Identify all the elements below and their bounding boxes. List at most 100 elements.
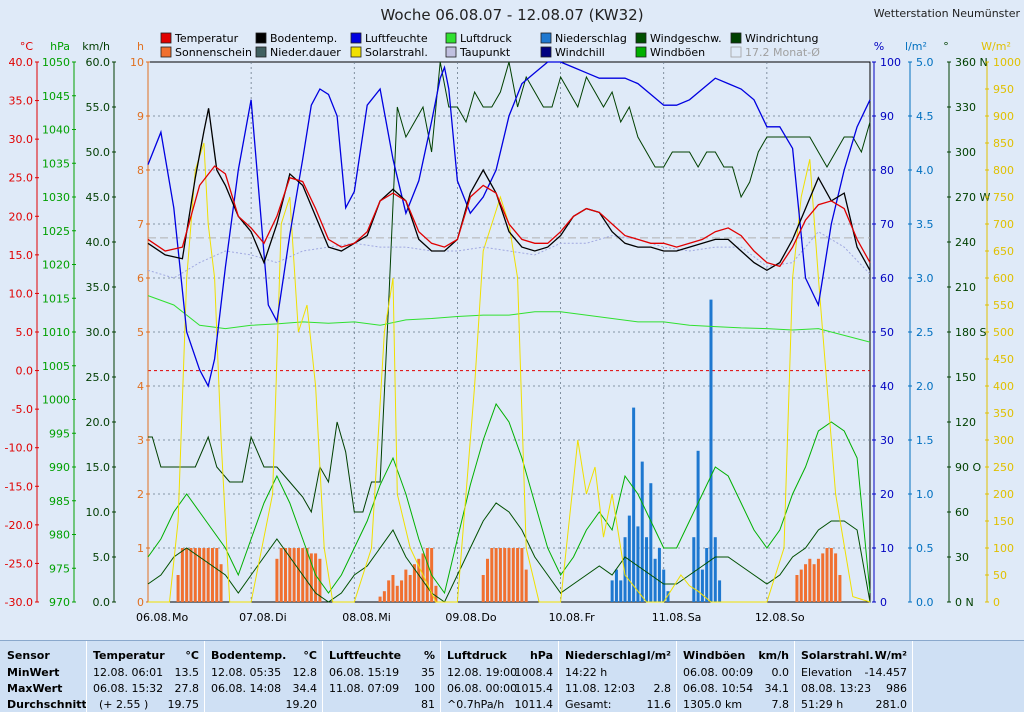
humidity-tick-label: 30 [880,434,894,447]
pressure-tick-label: 1035 [42,157,70,170]
direction-tick-label: 330 [955,101,976,114]
sonnenschein-bar [185,548,189,602]
legend-swatch [445,46,457,58]
temp-tick-label: -10.0 [5,442,33,455]
niederschlag-bar [709,299,713,602]
sonnenschein-bar [799,569,803,602]
sun-tick-label: 9 [137,110,144,123]
pressure-tick-label: 1025 [42,225,70,238]
stats-temp-min-val: 13.5 [174,666,200,679]
sonnenschein-bar [520,548,524,602]
x-day-label: Do [481,611,496,624]
stats-temperature: Temperatur °C 12.08. 06:01 13.5 06.08. 1… [86,641,205,712]
solar-tick-label: 950 [993,83,1014,96]
solar-tick-label: 900 [993,110,1014,123]
temp-tick-label: 30.0 [9,133,34,146]
wind-tick-label: 50.0 [86,146,111,159]
wind-tick-label: 45.0 [86,191,111,204]
sonnenschein-bar [314,553,318,602]
stats-solar-unit: W/m² [874,649,907,662]
stats-solar-elevation-label: Elevation [801,666,853,679]
stats-hum-unit: % [423,649,435,662]
temp-tick-label: 40.0 [9,56,34,69]
wind-tick-label: 20.0 [86,416,111,429]
sonnenschein-bar [198,548,202,602]
sonnenschein-bar [412,564,416,602]
stats-soil-unit: °C [303,649,317,662]
x-day-label: Mo [172,611,188,624]
bodentemp-line [147,108,871,272]
bar-series [176,299,842,602]
sonnenschein-bar [309,553,313,602]
pressure-tick-label: 1050 [42,56,70,69]
right-axes: %1009080706050403020100l/m²5.04.54.03.53… [872,40,1021,609]
wind-axis-unit: km/h [82,40,110,53]
niederschlag-bar [700,569,704,602]
solar-tick-label: 200 [993,488,1014,501]
stats-solar-max-time: 08.08. 13:23 [801,682,872,695]
humidity-tick-label: 20 [880,488,894,501]
rain-tick-label: 1.5 [916,434,934,447]
x-date-label: 11.08. [652,611,687,624]
direction-tick-label: 210 [955,281,976,294]
stats-temp-avg-val: 19.75 [167,698,200,711]
stats-label-sensor: Sensor [7,649,50,662]
direction-tick-label: 240 [955,236,976,249]
stats-hum-min-val: 35 [421,666,435,679]
luftfeuchte-line [147,61,871,388]
stats-pressure: Luftdruck hPa 12.08. 19:00 1008.4 06.08.… [440,641,559,712]
direction-tick-label: 60 [955,506,969,519]
stats-temp-max-val: 27.8 [174,682,200,695]
weather-chart: °C40.035.030.025.020.015.010.05.00.0-5.0… [5,32,1021,624]
stats-hum-max-val: 100 [414,682,435,695]
stats-label-max: MaxWert [7,682,63,695]
sonnenschein-bar [176,575,180,602]
stats-press-avg-val: 1011.4 [514,698,554,711]
legend-swatch [730,32,742,44]
legend-swatch [540,46,552,58]
windgeschw-line [147,502,871,603]
direction-tick-label: 120 [955,416,976,429]
sun-axis-unit: h [137,40,144,53]
luftdruck-line [147,295,871,343]
sonnenschein-bar [391,575,395,602]
sonnenschein-bar [206,548,210,602]
windrichtung-line [148,61,871,514]
stats-solar-avg-val: 281.0 [875,698,908,711]
pressure-tick-label: 1000 [42,394,70,407]
niederschlag-bar [653,558,657,602]
stats-temp-title: Temperatur [93,649,165,662]
niederschlag-bar [623,537,627,602]
niederschlag-bar [645,537,649,602]
solar-tick-label: 250 [993,461,1014,474]
x-date-label: 12.08. [755,611,790,624]
stats-label-column: Sensor MinWert MaxWert Durchschnitt [0,641,87,712]
humidity-tick-label: 10 [880,542,894,555]
pressure-tick-label: 1020 [42,259,70,272]
sonnenschein-bar [404,569,408,602]
stats-rain-total-val: 11.6 [646,698,672,711]
stats-gust-max-val: 34.1 [764,682,790,695]
stats-solar-hours: 51:29 h [801,698,844,711]
legend-label: Sonnenschein [175,46,252,59]
wind-tick-label: 10.0 [86,506,111,519]
sun-tick-label: 5 [137,326,144,339]
temp-tick-label: 5.0 [16,326,34,339]
wind-tick-label: 35.0 [86,281,111,294]
niederschlag-bar [636,526,640,602]
x-day-label: Sa [688,611,702,624]
humidity-tick-label: 50 [880,326,894,339]
stats-gust-min-time: 06.08. 00:09 [683,666,754,679]
temp-tick-label: 35.0 [9,95,34,108]
x-date-label: 06.08. [136,611,171,624]
stats-gust-min-val: 0.0 [771,666,790,679]
sonnenschein-bar [395,585,399,602]
legend-label: Luftfeuchte [365,32,428,45]
x-day-label: Mi [378,611,391,624]
sonnenschein-bar [838,575,842,602]
stats-hum-title: Luftfeuchte [329,649,402,662]
legend-label: Windchill [555,46,605,59]
wind-tick-label: 25.0 [86,371,111,384]
direction-tick-label: 150 [955,371,976,384]
legend-label: Taupunkt [459,46,511,59]
